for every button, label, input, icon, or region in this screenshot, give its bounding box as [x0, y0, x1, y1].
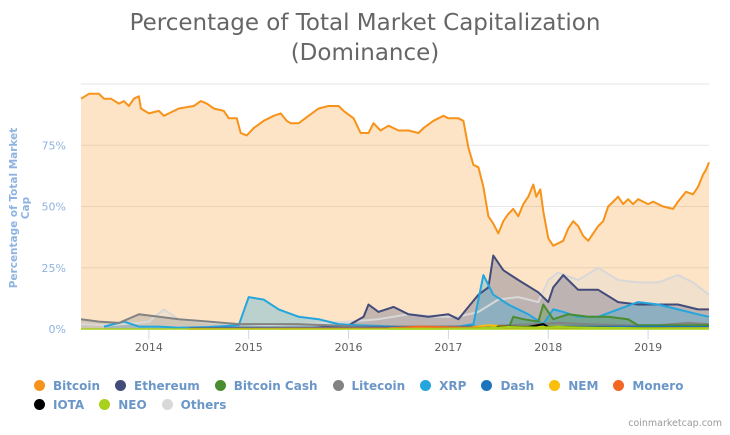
legend-dot-icon [613, 380, 625, 391]
legend-item-neo[interactable]: NEO [99, 397, 147, 412]
legend-label: Bitcoin Cash [233, 378, 318, 393]
legend-label: Bitcoin [53, 378, 101, 393]
legend-label: Ethereum [134, 378, 200, 393]
legend-label: Others [180, 397, 227, 412]
legend-item-nem[interactable]: NEM [549, 379, 598, 393]
legend-label: Litecoin [351, 378, 406, 393]
area-bitcoin [81, 93, 709, 329]
legend-dot-icon [214, 380, 226, 391]
y-tick-label: 75% [42, 139, 66, 152]
legend-dot-icon [549, 380, 561, 391]
legend-row: IOTA NEO Others [34, 395, 714, 414]
legend-item-dash[interactable]: Dash [481, 379, 534, 393]
chart-title-main: Percentage of Total Market Capitalizatio… [129, 10, 601, 36]
x-tick-label: 2019 [634, 341, 662, 354]
chart-subtitle: (Dominance) [290, 40, 440, 66]
legend-label: NEM [568, 378, 599, 393]
x-tick-label: 2018 [534, 341, 562, 354]
x-tick-label: 2015 [235, 341, 263, 354]
chart-plot: 0% 25% 50% 75% 2014 2015 2016 2017 2018 2019 [42, 83, 710, 354]
x-tick-label: 2014 [135, 341, 163, 354]
legend-dot-icon [99, 399, 111, 410]
legend-dot-icon [161, 399, 173, 410]
legend-dot-icon [481, 380, 493, 391]
area-ethereum [308, 255, 709, 329]
y-tick-label: 50% [42, 201, 66, 214]
area-others [81, 267, 709, 329]
line-litecoin[interactable] [80, 313, 710, 328]
series-lines [80, 92, 710, 330]
legend-label: Monero [632, 378, 684, 393]
legend-label: IOTA [53, 397, 85, 412]
legend-item-xrp[interactable]: XRP [420, 379, 466, 393]
legend-item-litecoin[interactable]: Litecoin [332, 378, 406, 393]
x-tick-label: 2017 [434, 341, 462, 354]
legend-item-ethereum[interactable]: Ethereum [115, 379, 200, 393]
area-xrp [104, 275, 709, 329]
legend-dot-icon [420, 380, 432, 391]
legend-dot-icon [34, 380, 45, 391]
legend-dot-icon [115, 380, 127, 391]
legend-label: Dash [500, 378, 535, 393]
legend-item-iota[interactable]: IOTA [34, 398, 84, 412]
series-areas [81, 93, 710, 329]
line-bitcoin[interactable] [80, 92, 710, 247]
legend-item-bitcoin[interactable]: Bitcoin [34, 379, 100, 393]
line-ethereum[interactable] [308, 254, 709, 330]
legend-label: NEO [118, 397, 147, 412]
legend: Bitcoin Ethereum Bitcoin Cash Litecoin XRP Da… [34, 376, 714, 414]
credit-link[interactable]: coinmarketcap.com [628, 418, 722, 429]
axes: 0% 25% 50% 75% 2014 2015 2016 2017 2018 2019 [42, 139, 709, 354]
y-tick-label: 0% [49, 323, 66, 336]
x-tick-label: 2016 [335, 341, 363, 354]
legend-label: XRP [439, 378, 467, 393]
legend-item-others[interactable]: Others [161, 397, 227, 412]
line-others[interactable] [80, 266, 710, 327]
line-bitcoin-cash[interactable] [507, 303, 709, 330]
legend-dot-icon [34, 399, 45, 410]
legend-dot-icon [332, 380, 344, 391]
legend-item-monero[interactable]: Monero [613, 379, 683, 393]
legend-item-bitcoin-cash[interactable]: Bitcoin Cash [214, 378, 318, 393]
legend-row: Bitcoin Ethereum Bitcoin Cash Litecoin XRP Da… [34, 376, 714, 395]
y-tick-label: 25% [42, 262, 66, 275]
chart-title: Percentage of Total Market Capitalizatio… [0, 8, 730, 68]
